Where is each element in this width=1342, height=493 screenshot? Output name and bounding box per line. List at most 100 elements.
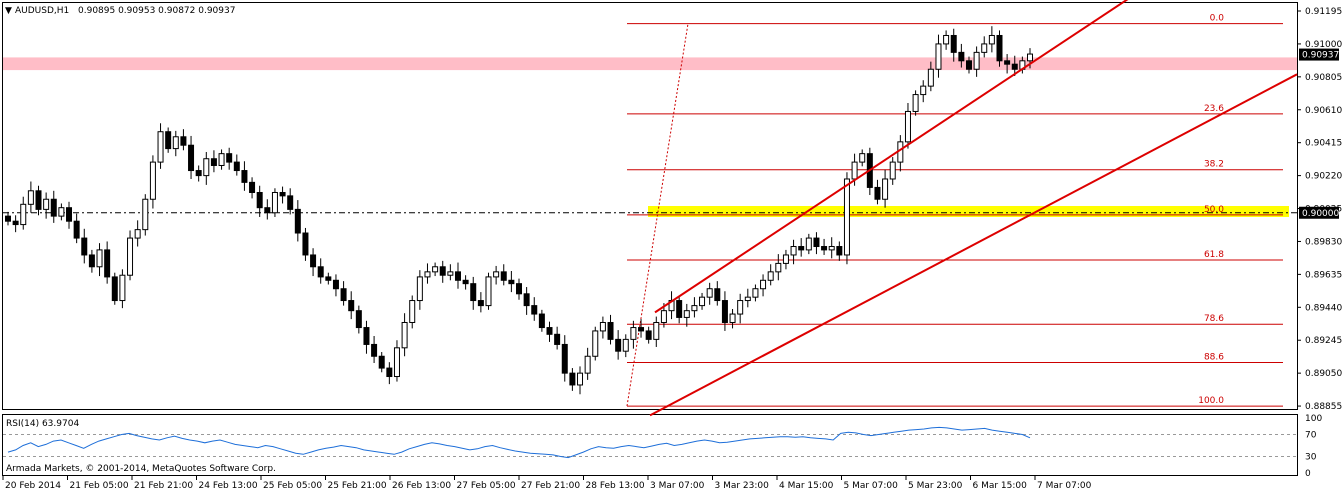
candle-body xyxy=(1011,63,1018,70)
candle-body xyxy=(584,355,591,374)
candle-body xyxy=(645,330,652,340)
time-tick-label-9: 28 Feb 13:00 xyxy=(586,481,645,491)
candle-body xyxy=(454,271,461,281)
fib-label-4: 61.8 xyxy=(1204,250,1224,260)
candle-body xyxy=(981,43,988,53)
candle-body xyxy=(782,254,789,264)
time-tick-label-2: 21 Feb 21:00 xyxy=(134,481,193,491)
marked-price-label: 0.90000 xyxy=(1302,209,1339,219)
rsi-tick-label-3: 0 xyxy=(1305,469,1311,479)
candle-body xyxy=(12,220,19,226)
candle-body xyxy=(798,246,805,251)
candle-body xyxy=(546,327,553,335)
header-ohlc: 0.90895 0.90953 0.90872 0.90937 xyxy=(78,6,235,16)
candle-body xyxy=(805,237,812,251)
candle-body xyxy=(996,34,1003,62)
rsi-line xyxy=(7,426,1031,459)
candle-body xyxy=(96,249,103,268)
channel-layer xyxy=(649,0,1298,417)
candle-body xyxy=(340,288,347,302)
candle-body xyxy=(58,207,65,217)
candle-body xyxy=(538,313,545,329)
candle-body xyxy=(348,300,355,312)
candle-body xyxy=(615,338,622,352)
candle-body xyxy=(767,271,774,281)
candle-body xyxy=(477,300,484,307)
time-tick-label-3: 24 Feb 13:00 xyxy=(199,481,258,491)
rsi-tick-label-2: 30 xyxy=(1305,453,1317,463)
candle-body xyxy=(683,310,690,318)
candle-body xyxy=(836,246,843,256)
candle-body xyxy=(965,60,972,70)
candle-body xyxy=(363,327,370,345)
candle-body xyxy=(134,229,141,239)
candle-body xyxy=(218,153,225,166)
candle-body xyxy=(828,246,835,251)
price-tick-label-3: 0.90610 xyxy=(1305,106,1342,116)
price-tick-label-10: 0.89245 xyxy=(1305,336,1342,346)
channel-upper-line xyxy=(654,0,1129,314)
rsi-label: RSI(14) 63.9704 xyxy=(6,419,79,429)
price-tick-label-0: 0.91195 xyxy=(1305,7,1342,17)
header-arrow[interactable]: ▼ xyxy=(5,6,12,16)
candle-body xyxy=(630,327,637,340)
candle-body xyxy=(607,321,614,340)
time-tick-label-5: 25 Feb 21:00 xyxy=(328,481,387,491)
candle-body xyxy=(958,51,965,62)
candle-body xyxy=(256,191,263,209)
candle-body xyxy=(393,347,400,378)
resistance-zone xyxy=(3,57,1297,71)
candle-body xyxy=(500,271,507,281)
candles-layer xyxy=(5,26,1033,395)
candle-body xyxy=(569,372,576,386)
candle-body xyxy=(676,300,683,318)
candle-body xyxy=(20,203,27,226)
candle-body xyxy=(279,191,286,197)
candle-body xyxy=(35,190,42,210)
candle-body xyxy=(172,136,179,150)
candle-body xyxy=(142,198,149,231)
candle-body xyxy=(325,276,332,281)
candle-body xyxy=(485,276,492,307)
candle-body xyxy=(66,207,73,222)
candle-body xyxy=(531,305,538,315)
candle-body xyxy=(294,208,301,234)
rsi-tick-label-0: 100 xyxy=(1305,414,1322,424)
price-tick-label-1: 0.91000 xyxy=(1305,40,1342,50)
candle-body xyxy=(88,254,95,268)
candle-body xyxy=(737,300,744,315)
candle-body xyxy=(210,158,217,166)
candle-body xyxy=(462,279,469,285)
channel-lower-line xyxy=(649,73,1298,417)
candle-body xyxy=(516,283,522,295)
candle-body xyxy=(592,330,599,357)
time-tick-label-13: 5 Mar 07:00 xyxy=(844,481,899,491)
time-tick-label-8: 27 Feb 21:00 xyxy=(521,481,580,491)
candle-body xyxy=(813,237,820,248)
candle-body xyxy=(149,161,156,200)
candle-body xyxy=(1004,60,1011,65)
candle-body xyxy=(1027,53,1033,62)
candle-body xyxy=(249,181,256,193)
candle-body xyxy=(599,321,606,332)
candle-body xyxy=(912,94,919,112)
rsi-panel[interactable] xyxy=(2,414,1298,476)
fib-label-7: 100.0 xyxy=(1198,396,1224,406)
candle-body xyxy=(691,305,698,312)
candle-body xyxy=(233,161,240,172)
candle-body xyxy=(409,300,416,323)
header-symbol: AUDUSD,H1 xyxy=(15,6,69,16)
current-price-label: 0.90937 xyxy=(1302,51,1339,61)
candle-body xyxy=(988,34,995,45)
candle-body xyxy=(386,367,393,378)
fib-label-5: 78.6 xyxy=(1204,314,1224,324)
candle-body xyxy=(721,300,728,323)
candle-body xyxy=(973,51,980,70)
candle-body xyxy=(706,288,713,298)
candle-body xyxy=(851,161,858,180)
candle-body xyxy=(653,321,660,340)
candle-body xyxy=(310,254,317,268)
candle-body xyxy=(355,310,362,329)
time-tick-label-1: 21 Feb 05:00 xyxy=(70,481,129,491)
